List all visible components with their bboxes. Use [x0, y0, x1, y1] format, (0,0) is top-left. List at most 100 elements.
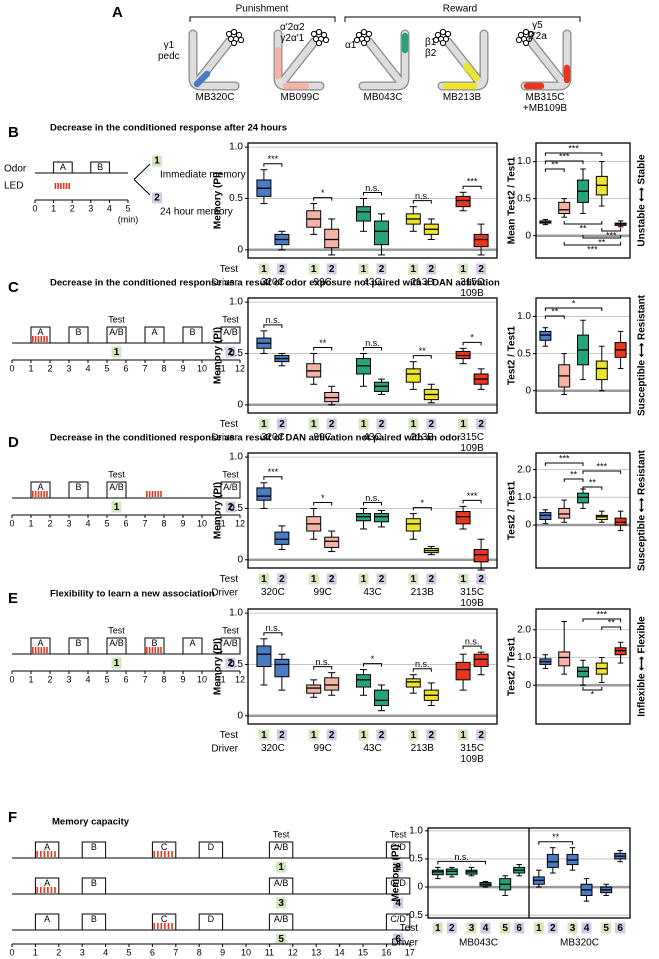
- test-number-bg: [514, 922, 525, 934]
- box: [374, 220, 389, 246]
- test-number: 2: [279, 419, 285, 430]
- significance-label: ***: [559, 453, 570, 463]
- time-tick-label: 9: [180, 518, 185, 528]
- test-number: 2: [279, 730, 285, 741]
- y-tick-label: 2.0: [517, 624, 531, 635]
- test-number: 4: [584, 923, 590, 934]
- driver-row-label: Driver: [211, 278, 238, 289]
- odor-block: [220, 481, 241, 499]
- test-label: Test: [390, 829, 407, 839]
- time-tick-label: 7: [173, 947, 178, 957]
- test-number-bg: [276, 933, 287, 945]
- y-axis-label: Memory (PI): [213, 638, 224, 695]
- led-pulse: [43, 851, 46, 857]
- test-number: 5: [278, 934, 284, 945]
- test-number-bg: [308, 418, 319, 430]
- significance-bracket: [582, 618, 622, 622]
- calyx-cell: [320, 31, 328, 39]
- significance-label: n.s.: [365, 183, 380, 193]
- test-row-label: Test: [220, 419, 239, 430]
- test-number: 3: [469, 923, 475, 934]
- significance-bracket: [544, 168, 565, 172]
- panel-title: Decrease in the conditioned response as …: [50, 278, 500, 289]
- led-stimulus: [54, 183, 71, 189]
- time-tick-label: 3: [66, 518, 71, 528]
- mb-region: [523, 64, 571, 90]
- time-tick-label: 7: [142, 674, 147, 684]
- calyx-cell: [522, 28, 530, 36]
- time-tick-label: 1: [28, 674, 33, 684]
- significance-label: **: [608, 617, 616, 627]
- test-number: 1: [261, 730, 267, 741]
- test-number-bg: [276, 861, 287, 873]
- test-label: Test: [108, 469, 125, 479]
- time-tick-label: 5: [104, 363, 109, 373]
- led-pulse: [54, 183, 57, 189]
- test-number-bg: [376, 573, 387, 585]
- driver-label: 315C 109B: [460, 743, 485, 765]
- time-tick-label: 4: [85, 674, 90, 684]
- time-tick-label: 2: [47, 363, 52, 373]
- calyx-cell: [315, 28, 323, 36]
- panel-title: Decrease in the conditioned response aft…: [50, 123, 287, 134]
- test-number-bg: [358, 263, 369, 275]
- significance-bracket: [437, 860, 486, 865]
- led-pulse: [37, 647, 40, 653]
- box: [274, 531, 290, 545]
- driver-label: MB320C: [195, 92, 235, 103]
- test-number-bg: [308, 263, 319, 275]
- test-number: 1: [361, 419, 367, 430]
- significance-bracket: [263, 324, 283, 328]
- test-number: 2: [379, 730, 385, 741]
- y-tick-label: 0: [237, 399, 243, 410]
- test-number-bg: [376, 729, 387, 741]
- group-bracket: [189, 16, 336, 22]
- time-tick-label: 4: [103, 947, 108, 957]
- test-number: 1: [311, 419, 317, 430]
- box: [595, 514, 608, 521]
- led-pulse: [160, 923, 163, 929]
- driver-label: 315C 109B: [460, 587, 485, 609]
- led-pulse: [40, 336, 43, 342]
- time-unit: (min): [118, 214, 139, 224]
- time-tick-label: 11: [216, 363, 225, 373]
- significance-bracket: [582, 486, 603, 490]
- led-pulse: [39, 887, 42, 893]
- driver-label: 320C: [260, 277, 285, 288]
- odor-block: [68, 326, 89, 344]
- y-tick-label: 0.5: [229, 348, 243, 359]
- odor-label: B: [75, 638, 81, 648]
- test-label: Test: [222, 625, 239, 635]
- test-number: 2: [429, 264, 435, 275]
- odor-label: A/B: [223, 638, 238, 648]
- time-tick-label: 5: [104, 674, 109, 684]
- significance-label: ***: [606, 230, 617, 240]
- odor-label: A/B: [274, 842, 289, 852]
- odor-block: [81, 913, 107, 931]
- test-number: 2: [329, 574, 335, 585]
- y-tick-label: 0.5: [517, 193, 531, 204]
- test-number: 2: [478, 419, 484, 430]
- odor-label: A: [44, 914, 50, 924]
- odor-block: [68, 637, 89, 655]
- box: [405, 368, 421, 383]
- y-tick-label: 1.0: [229, 452, 243, 463]
- odor-label: A/B: [274, 914, 289, 924]
- y-tick-label: 0: [237, 554, 243, 565]
- plot-frame: [535, 608, 631, 725]
- test-number-bg: [567, 922, 578, 934]
- row-label: LED: [4, 181, 23, 192]
- plot-frame: [535, 297, 631, 414]
- test-number-bg: [426, 418, 437, 430]
- odor-block: [182, 637, 203, 655]
- time-tick-label: 9: [180, 363, 185, 373]
- box: [455, 661, 471, 681]
- calyx-cell: [444, 30, 452, 38]
- y-axis-label: Memory (PI): [391, 844, 402, 901]
- region-label: α1: [345, 40, 357, 51]
- led-pulse: [148, 647, 151, 653]
- odor-label: A/B: [223, 482, 238, 492]
- time-tick-label: 5: [104, 518, 109, 528]
- significance-bracket: [544, 152, 603, 156]
- driver-label: 99C: [313, 743, 332, 754]
